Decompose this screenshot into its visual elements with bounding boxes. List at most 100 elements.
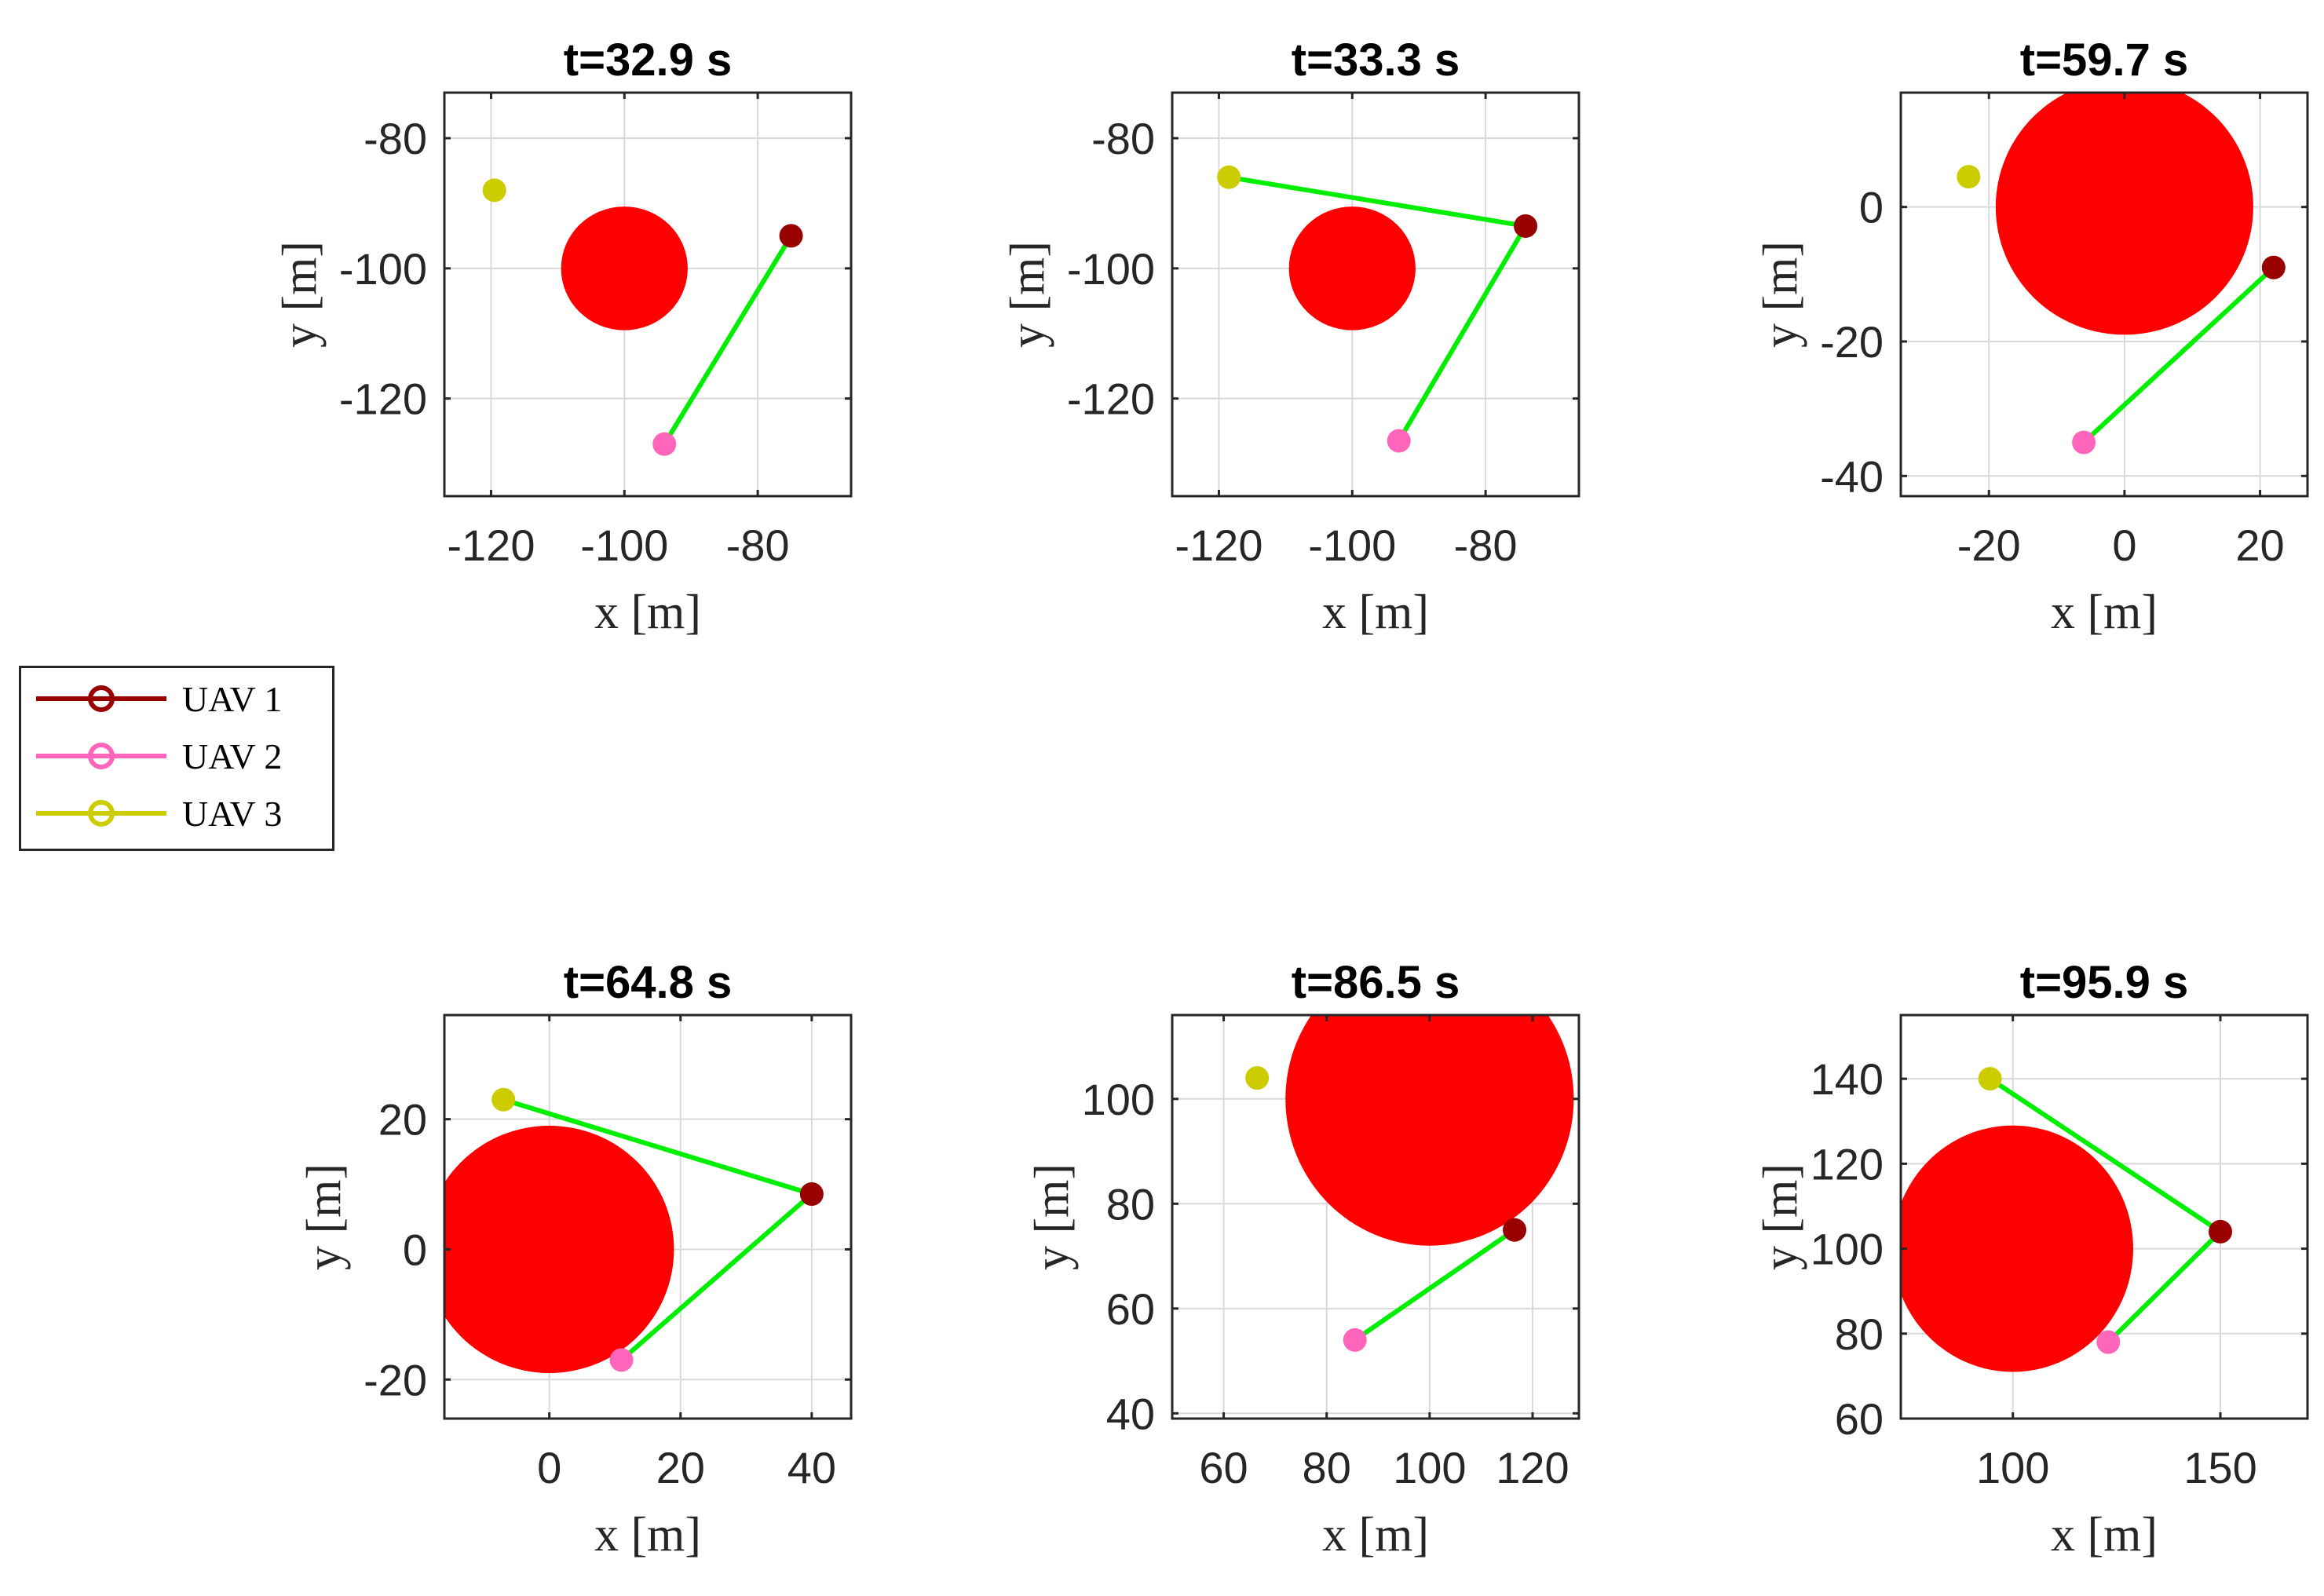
- panel-1: -120 -100 -80 -80 -100 -120 t=32.9 s x [m] y [m]: [273, 35, 853, 639]
- uav-1-marker: [779, 224, 803, 248]
- communication-link: [1397, 225, 1528, 443]
- y-axis-label: y [m]: [273, 241, 327, 348]
- y-tick-label: 0: [1859, 183, 1884, 232]
- x-tick-label: -100: [1308, 520, 1396, 570]
- plot-content: [1957, 93, 2286, 455]
- legend-entry-uav3: UAV 3: [36, 794, 282, 834]
- x-tick-label: 40: [787, 1443, 836, 1492]
- y-tick-label: 100: [1082, 1075, 1155, 1124]
- uav-1-marker: [799, 1181, 824, 1206]
- x-tick-label: -80: [1454, 520, 1518, 570]
- x-tick-label: 20: [2235, 520, 2284, 570]
- plot-content: [482, 178, 803, 456]
- panel-3: -20 0 20 0 -20 -40 t=59.7 s x [m] y [m]: [1754, 35, 2309, 639]
- communication-link: [2082, 265, 2275, 444]
- uav-3-marker: [1245, 1066, 1270, 1090]
- panel-5: 60 80 100 120 100 80 60 40 t=86.5 s x [m] y [m]: [1025, 957, 1580, 1561]
- panel-title: t=32.9 s: [564, 35, 732, 86]
- x-tick-label: 0: [2112, 520, 2136, 570]
- axes-frame: [1899, 91, 2309, 498]
- plot-content: [1245, 1015, 1574, 1352]
- uav-3-marker: [1978, 1067, 2002, 1091]
- x-tick-label: 100: [1976, 1443, 2049, 1492]
- x-tick-label: 80: [1303, 1443, 1351, 1492]
- y-tick-label: 100: [1811, 1225, 1884, 1274]
- uav-2-marker: [652, 432, 677, 456]
- panel-2: -120 -100 -80 -80 -100 -120 t=33.3 s x [m] y [m]: [1001, 35, 1580, 639]
- obstacle-circle: [444, 1125, 674, 1373]
- uav-3-marker: [1217, 165, 1241, 189]
- obstacle-circle: [1995, 93, 2253, 335]
- x-axis-label: x [m]: [594, 1508, 701, 1561]
- axes-frame: [1899, 1013, 2309, 1420]
- y-axis-label: y [m]: [1025, 1163, 1079, 1270]
- y-axis-label: y [m]: [1001, 241, 1054, 348]
- y-axis-label: y [m]: [1754, 1163, 1807, 1270]
- y-axis-label: y [m]: [298, 1163, 351, 1270]
- communication-link: [662, 234, 794, 446]
- x-tick-label: 60: [1199, 1443, 1248, 1492]
- axes-frame: [443, 91, 853, 498]
- y-tick-label: -100: [1067, 244, 1155, 294]
- y-axis-label: y [m]: [1754, 241, 1807, 348]
- uav-1-marker: [1514, 214, 1538, 238]
- panel-title: t=86.5 s: [1292, 957, 1460, 1008]
- obstacle-circle: [1288, 206, 1416, 331]
- x-axis-label: x [m]: [2051, 586, 2158, 639]
- uav-3-marker: [482, 178, 506, 203]
- communication-link: [1354, 1228, 1516, 1342]
- plot-content: [1901, 1067, 2232, 1372]
- x-tick-label: 20: [656, 1443, 705, 1492]
- panel-title: t=33.3 s: [1292, 35, 1460, 86]
- legend-marker-uav3: [88, 800, 115, 827]
- x-axis-label: x [m]: [2051, 1508, 2158, 1561]
- uav-1-marker: [2209, 1219, 2232, 1244]
- uav-2-marker: [2072, 430, 2096, 455]
- uav-1-marker: [1503, 1218, 1527, 1242]
- communication-link: [1988, 1076, 2222, 1234]
- panel-title: t=59.7 s: [2020, 35, 2188, 86]
- obstacle-circle: [1285, 1015, 1574, 1246]
- legend-marker-uav1: [88, 685, 115, 712]
- x-tick-label: -120: [1175, 520, 1262, 570]
- y-tick-label: 40: [1106, 1389, 1155, 1438]
- axes-frame: [1171, 91, 1580, 498]
- obstacle-circle: [561, 206, 688, 331]
- uav-2-marker: [1343, 1328, 1367, 1352]
- x-tick-label: -100: [580, 520, 668, 570]
- y-tick-label: -20: [364, 1355, 427, 1404]
- y-tick-label: 140: [1811, 1054, 1884, 1104]
- panel-title: t=64.8 s: [564, 957, 732, 1008]
- x-tick-label: 0: [537, 1443, 561, 1492]
- x-tick-label: 100: [1393, 1443, 1466, 1492]
- y-tick-label: -100: [339, 244, 427, 294]
- x-tick-label: 150: [2183, 1443, 2256, 1492]
- x-tick-label: -120: [447, 520, 535, 570]
- communication-link: [1228, 174, 1526, 228]
- plot-content: [444, 1087, 824, 1373]
- axes-frame: [1171, 1013, 1580, 1420]
- y-tick-label: -120: [1067, 374, 1155, 424]
- uav-3-marker: [491, 1087, 516, 1112]
- y-tick-label: 80: [1835, 1309, 1884, 1359]
- y-tick-label: 60: [1106, 1284, 1155, 1334]
- legend: UAV 1 UAV 2 UAV 3: [19, 666, 334, 851]
- communication-link: [2107, 1229, 2223, 1344]
- y-tick-label: -120: [339, 374, 427, 424]
- x-tick-label: -80: [726, 520, 790, 570]
- uav-1-marker: [2261, 255, 2286, 279]
- panel-title: t=95.9 s: [2020, 957, 2188, 1008]
- x-axis-label: x [m]: [1322, 1508, 1429, 1561]
- legend-label-uav2: UAV 2: [182, 736, 282, 776]
- uav-2-marker: [1387, 429, 1411, 453]
- plot-content: [1217, 165, 1538, 453]
- communication-link: [502, 1097, 813, 1196]
- legend-marker-uav2: [88, 743, 115, 769]
- legend-label-uav1: UAV 1: [182, 679, 282, 719]
- panel-6: 100 150 140 120 100 80 60 t=95.9 s x [m] y [m]: [1754, 957, 2309, 1561]
- y-tick-label: 60: [1835, 1394, 1884, 1444]
- y-tick-label: -20: [1820, 317, 1884, 367]
- obstacle-circle: [1901, 1125, 2133, 1372]
- x-tick-label: 120: [1496, 1443, 1569, 1492]
